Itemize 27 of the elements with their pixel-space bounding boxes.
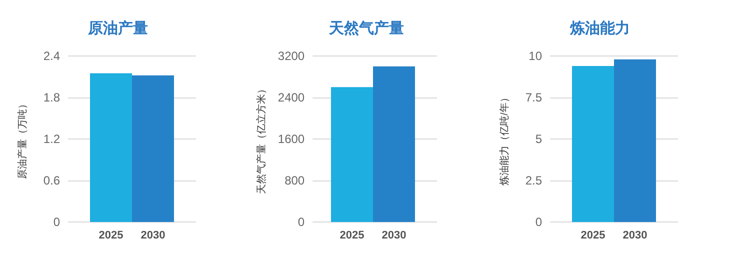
y-tick-label: 7.5 (525, 90, 542, 104)
y-tick-label: 0 (53, 215, 60, 229)
y-tick-label: 1.2 (43, 132, 60, 146)
y-tick-label: 0 (535, 215, 542, 229)
y-tick-label: 2.5 (525, 174, 542, 188)
x-tick-label: 2025 (580, 230, 606, 242)
chart-title: 原油产量 (87, 20, 148, 37)
y-axis-title: 原油产量（万吨） (16, 99, 28, 179)
y-tick-label: 1600 (278, 132, 305, 146)
y-axis-title: 天然气产量（亿立方米） (256, 84, 268, 194)
y-tick-label: 3200 (278, 49, 305, 63)
x-tick-label: 2030 (622, 230, 648, 242)
y-tick-label: 1.8 (43, 90, 60, 104)
x-tick-label: 2025 (340, 230, 364, 242)
y-tick-label: 0 (298, 215, 305, 229)
chart-title: 炼油能力 (569, 20, 630, 37)
y-tick-label: 0.6 (43, 174, 60, 188)
chart-title: 天然气产量 (328, 20, 404, 37)
y-tick-label: 10 (528, 49, 542, 63)
x-tick-label: 2025 (98, 230, 124, 242)
y-axis-title: 炼油能力（亿吨/年） (498, 92, 510, 186)
x-tick-label: 2030 (140, 230, 166, 242)
y-tick-label: 2.4 (43, 49, 60, 63)
y-tick-label: 2400 (278, 90, 305, 104)
y-tick-label: 5 (535, 132, 542, 146)
y-tick-label: 800 (284, 174, 305, 188)
x-tick-label: 2030 (382, 230, 406, 242)
